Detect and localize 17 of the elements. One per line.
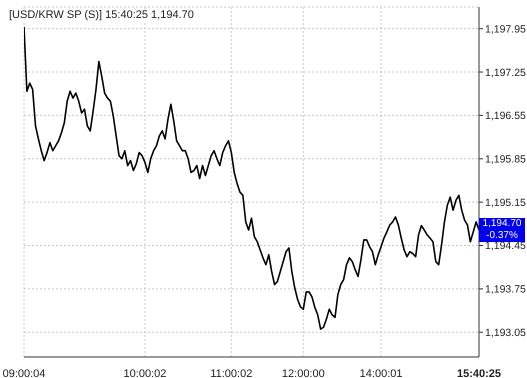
y-tick-label: 1,196.55 (485, 110, 526, 122)
y-tick-label: 1,195.15 (485, 196, 526, 209)
text: 1,194.70 -0.37% (479, 218, 525, 242)
line-series (24, 26, 479, 330)
y-tick-label: 1,197.25 (485, 66, 526, 79)
x-tick-label: 12:00:00 (282, 368, 325, 378)
x-tick-label: 14:00:01 (360, 368, 403, 378)
chart-title: [USD/KRW SP (S)] 15:40:25 1,194.70 (9, 9, 194, 21)
x-tick-label: 15:40:25 (456, 368, 502, 378)
y-tick-label: 1,195.85 (485, 153, 526, 166)
y-tick-label: 1,197.95 (485, 23, 526, 36)
x-tick-label: 10:00:02 (124, 368, 166, 378)
x-tick-label: 09:00:04 (2, 368, 46, 378)
y-tick-label: 1,193.75 (485, 284, 526, 296)
x-tick-label: 11:00:02 (210, 368, 252, 378)
y-tick-label: 1,193.05 (485, 326, 526, 339)
y-tick-label: 1,194.45 (485, 240, 526, 252)
